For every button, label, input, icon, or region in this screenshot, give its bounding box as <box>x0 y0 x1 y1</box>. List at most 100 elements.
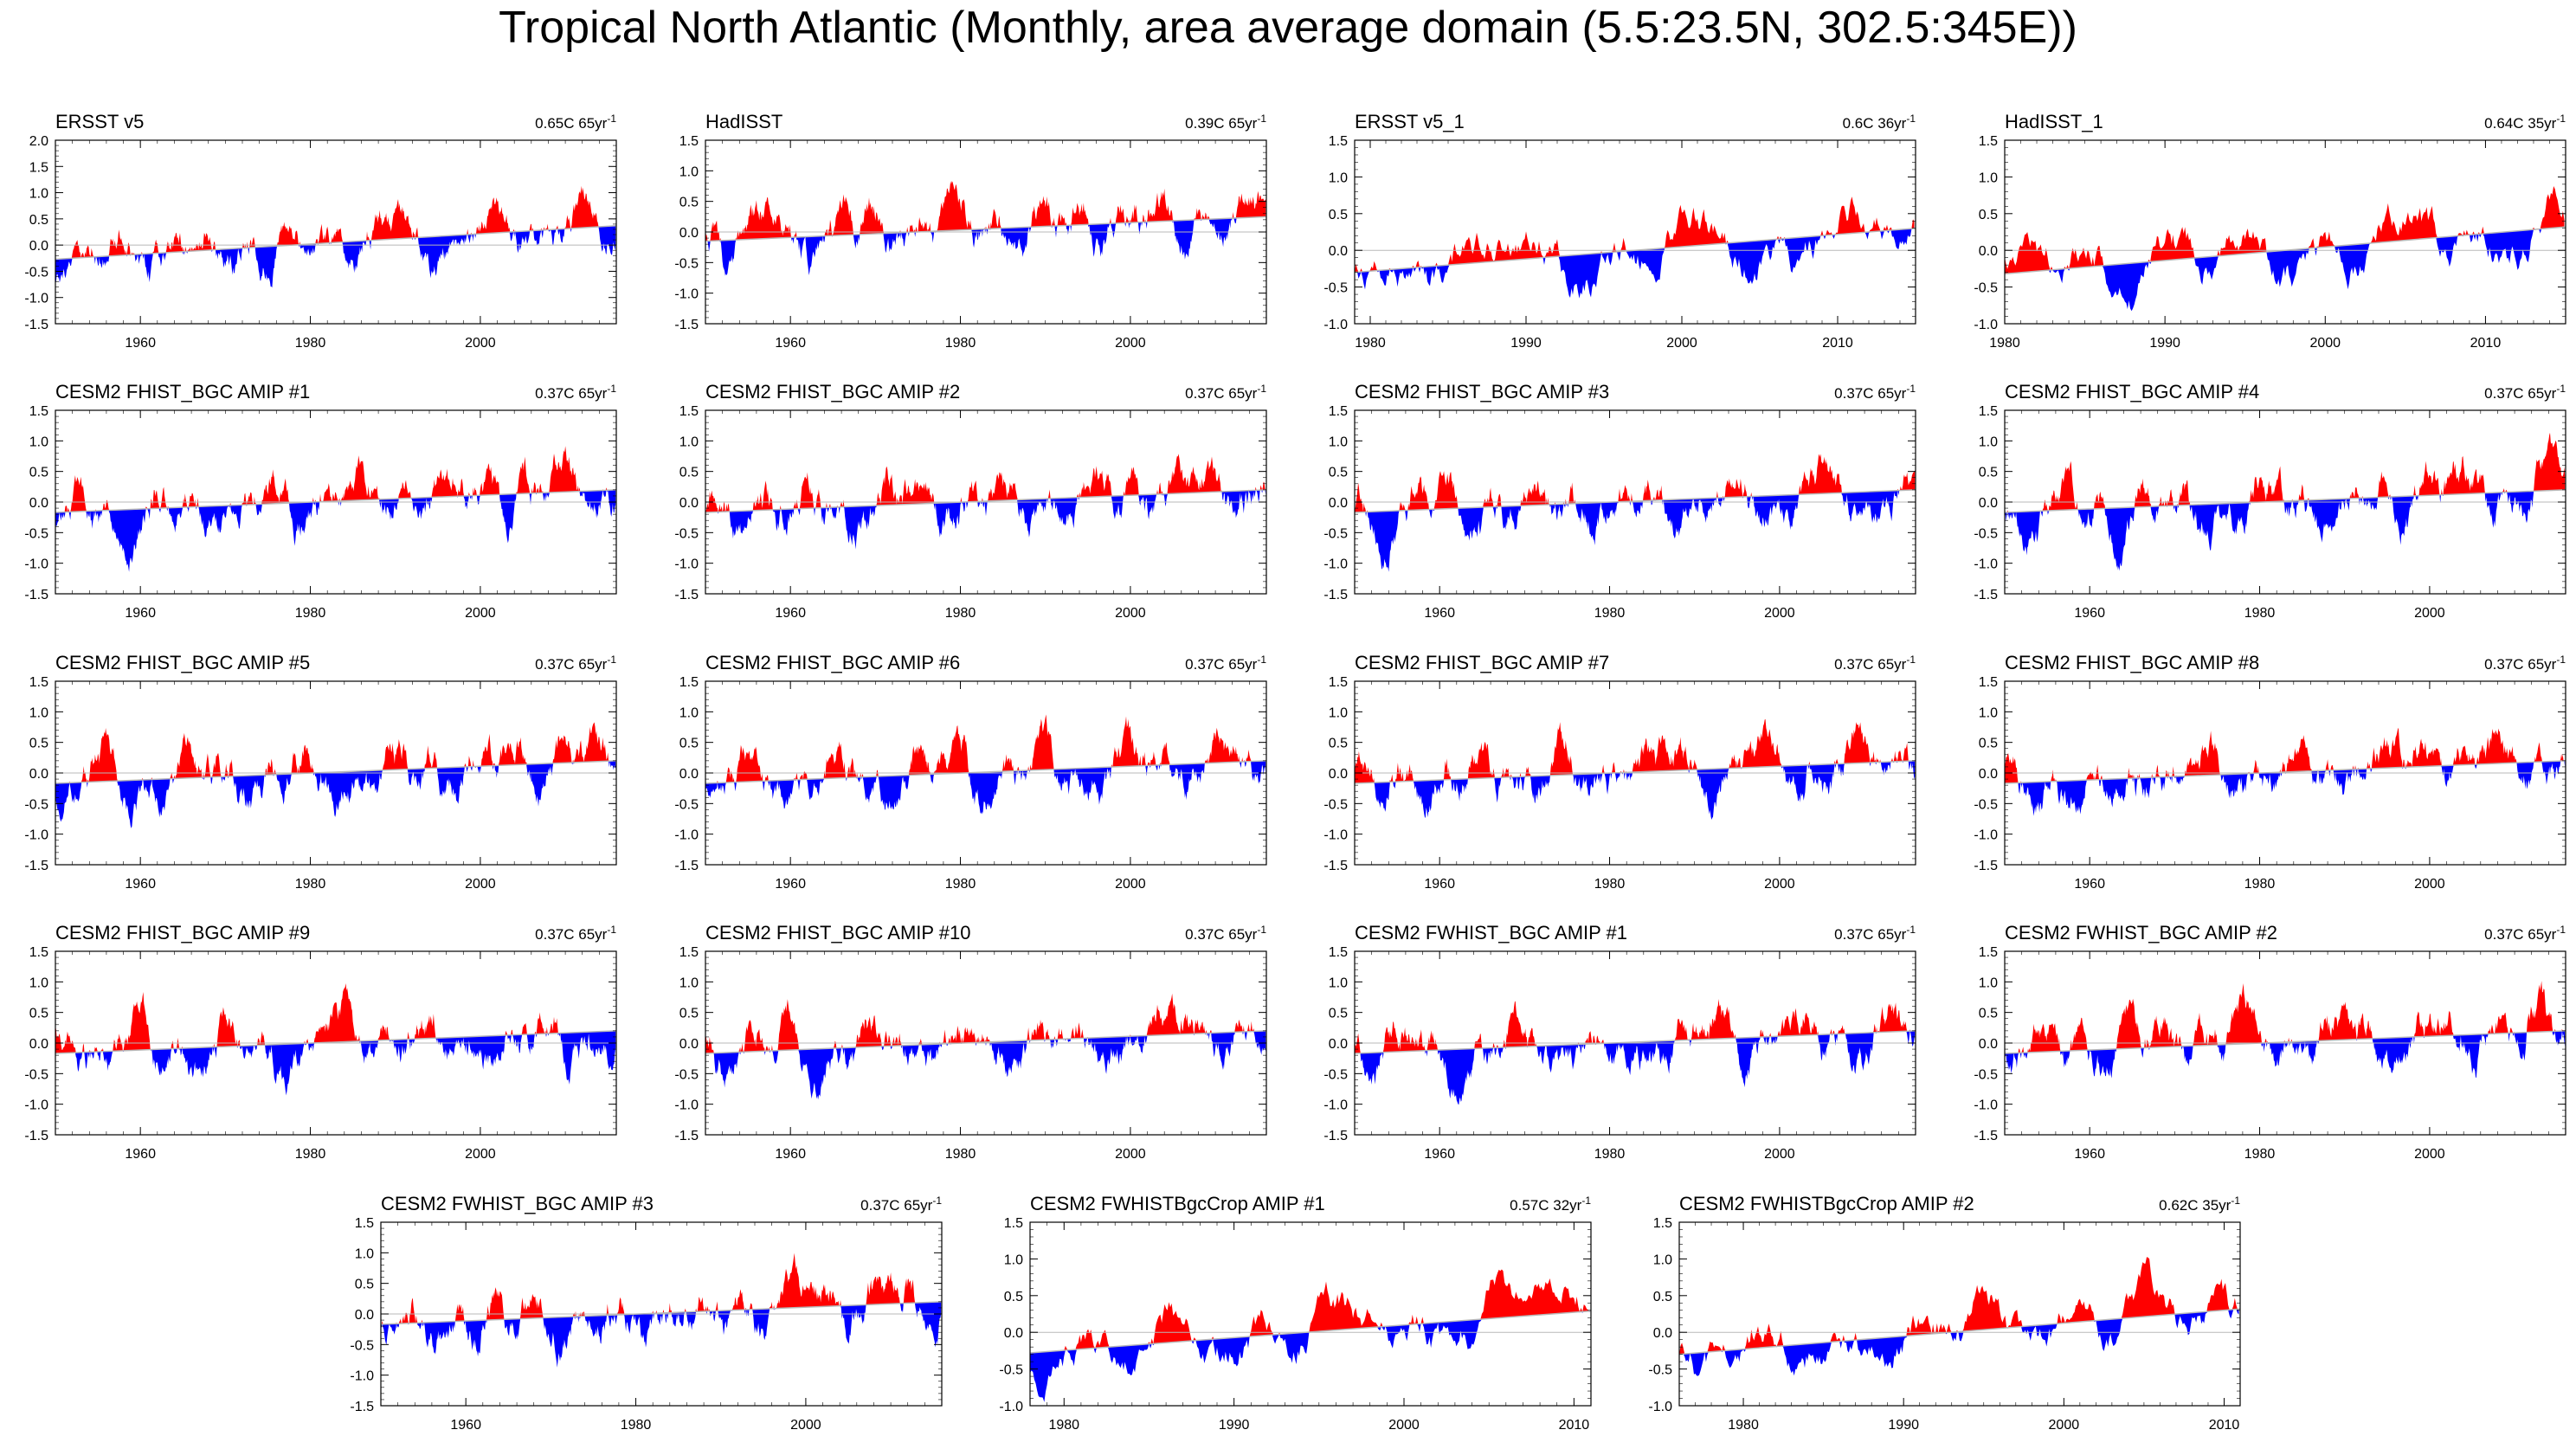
y-tick-label: 0.5 <box>1979 466 1998 480</box>
data-layer <box>705 181 1266 276</box>
x-tick-label: 2000 <box>2414 606 2445 621</box>
negative-anomaly-area <box>705 489 1266 550</box>
positive-anomaly-area <box>1679 1257 2239 1355</box>
y-tick-label: -1.5 <box>674 588 699 602</box>
data-layer <box>2005 981 2566 1079</box>
page-title: Tropical North Atlantic (Monthly, area a… <box>499 3 2077 53</box>
panel-title: CESM2 FHIST_BGC AMIP #1 <box>55 381 310 402</box>
data-layer <box>55 983 616 1096</box>
trend-label: 0.37C 65yr-1 <box>1185 654 1266 673</box>
x-tick-label: 1980 <box>2244 1147 2276 1162</box>
x-tick-label: 1980 <box>1594 1147 1626 1162</box>
chart-panel: CESM2 FWHIST_BGC AMIP #2 0.37C 65yr-1 -1.5… <box>1974 922 2566 1162</box>
y-tick-label: -1.0 <box>1974 557 1998 572</box>
trend-label: 0.6C 36yr-1 <box>1843 113 1916 132</box>
chart-panel: CESM2 FHIST_BGC AMIP #3 0.37C 65yr-1 -1.5 -… <box>1323 381 1916 621</box>
plot-frame <box>1678 1221 2241 1407</box>
x-tick-label: 2000 <box>1115 1147 1146 1162</box>
x-tick-label: 1980 <box>1594 606 1626 621</box>
negative-anomaly-area <box>2005 489 2566 571</box>
x-tick-label: 1980 <box>2244 877 2276 892</box>
x-tick-label: 1960 <box>2074 1147 2105 1162</box>
trend-value: 0.6C 36yr <box>1843 115 1907 132</box>
trend-line <box>705 216 1266 242</box>
positive-anomaly-area <box>1355 454 1916 512</box>
y-tick-label: 0.5 <box>1979 737 1998 751</box>
negative-anomaly-area <box>1355 489 1916 572</box>
y-tick-label: 1.5 <box>1329 134 1348 149</box>
y-tick-label: 0.5 <box>1329 208 1348 222</box>
x-tick-label: 1960 <box>775 877 806 892</box>
trend-label: 0.37C 65yr-1 <box>2484 383 2566 402</box>
x-tick-label: 1980 <box>295 1147 326 1162</box>
chart-panel: CESM2 FHIST_BGC AMIP #10 0.37C 65yr-1 -1.5… <box>674 922 1267 1162</box>
trend-value: 0.37C 65yr <box>1185 656 1257 673</box>
y-tick-label: 1.5 <box>1979 134 1998 149</box>
data-layer <box>55 446 616 572</box>
chart-panel: CESM2 FHIST_BGC AMIP #6 0.37C 65yr-1 -1.5 -… <box>674 652 1267 892</box>
data-layer <box>2005 186 2566 312</box>
x-tick-label: 1980 <box>1728 1418 1759 1433</box>
x-tick-label: 1980 <box>945 336 976 351</box>
y-tick-label: 0.5 <box>1329 466 1348 480</box>
positive-anomaly-area <box>2005 432 2566 512</box>
y-tick-label: -1.5 <box>1323 859 1348 873</box>
x-tick-label: 1960 <box>1424 1147 1455 1162</box>
chart-panel: CESM2 FWHISTBgcCrop AMIP #2 0.62C 35yr-1-… <box>1648 1193 2241 1433</box>
x-tick-label: 2000 <box>2049 1418 2080 1433</box>
trend-unit-superscript: -1 <box>1257 654 1266 666</box>
negative-anomaly-area <box>1355 228 1915 299</box>
y-tick-label: -1.5 <box>1974 1129 1998 1143</box>
data-layer <box>2005 727 2566 816</box>
y-tick-label: -1.0 <box>674 557 699 572</box>
y-tick-label: 1.0 <box>1329 171 1348 185</box>
trend-unit-superscript: -1 <box>1906 383 1916 395</box>
x-tick-label: 2000 <box>1764 606 1795 621</box>
negative-anomaly-area <box>705 216 1266 276</box>
y-tick-label: 0.0 <box>1329 496 1348 511</box>
y-tick-label: -1.0 <box>999 1400 1023 1414</box>
y-tick-label: -1.0 <box>1323 318 1348 332</box>
negative-anomaly-area <box>2005 760 2566 816</box>
y-tick-label: 1.5 <box>29 945 48 960</box>
y-tick-label: 0.5 <box>29 1007 48 1021</box>
x-tick-label: 2000 <box>790 1418 821 1433</box>
plot-frame <box>1029 1221 1592 1407</box>
trend-unit-superscript: -1 <box>1257 113 1266 125</box>
y-tick-label: 0.5 <box>1329 737 1348 751</box>
y-tick-label: 0.0 <box>679 226 699 241</box>
x-tick-label: 1960 <box>775 606 806 621</box>
y-tick-label: -0.5 <box>1323 1067 1348 1082</box>
x-tick-label: 2010 <box>2209 1418 2240 1433</box>
x-tick-label: 1960 <box>450 1418 481 1433</box>
y-tick-label: -0.5 <box>24 526 48 541</box>
trend-line <box>2005 226 2566 275</box>
trend-unit-superscript: -1 <box>607 654 616 666</box>
plot-frame <box>1354 139 1916 325</box>
y-tick-label: -1.0 <box>1648 1400 1672 1414</box>
y-tick-label: -0.5 <box>674 1067 699 1082</box>
y-tick-label: 0.5 <box>1004 1290 1023 1304</box>
y-tick-label: 0.0 <box>1979 496 1998 511</box>
x-tick-label: 1980 <box>1355 336 1386 351</box>
trend-label: 0.37C 65yr-1 <box>535 654 616 673</box>
y-tick-label: -0.5 <box>1323 797 1348 812</box>
plot-frame <box>55 139 617 325</box>
y-tick-label: 0.0 <box>1653 1326 1672 1341</box>
negative-anomaly-area <box>2005 227 2565 312</box>
x-tick-label: 2000 <box>2414 1147 2445 1162</box>
data-layer <box>2005 432 2566 571</box>
y-tick-label: 0.5 <box>679 1007 699 1021</box>
trend-value: 0.37C 65yr <box>535 385 607 402</box>
y-tick-label: 1.0 <box>1979 171 1998 185</box>
positive-anomaly-area <box>55 722 616 783</box>
y-tick-label: 1.0 <box>1329 976 1348 990</box>
negative-anomaly-area <box>55 760 616 828</box>
y-tick-label: -1.0 <box>24 292 48 306</box>
y-tick-label: 0.0 <box>1979 244 1998 259</box>
chart-panel: CESM2 FHIST_BGC AMIP #1 0.37C 65yr-1 -1.5 -… <box>24 381 617 621</box>
trend-unit-superscript: -1 <box>1906 924 1916 936</box>
y-tick-label: 1.5 <box>1329 404 1348 419</box>
x-tick-label: 1960 <box>125 336 156 351</box>
y-tick-label: 0.0 <box>679 767 699 782</box>
